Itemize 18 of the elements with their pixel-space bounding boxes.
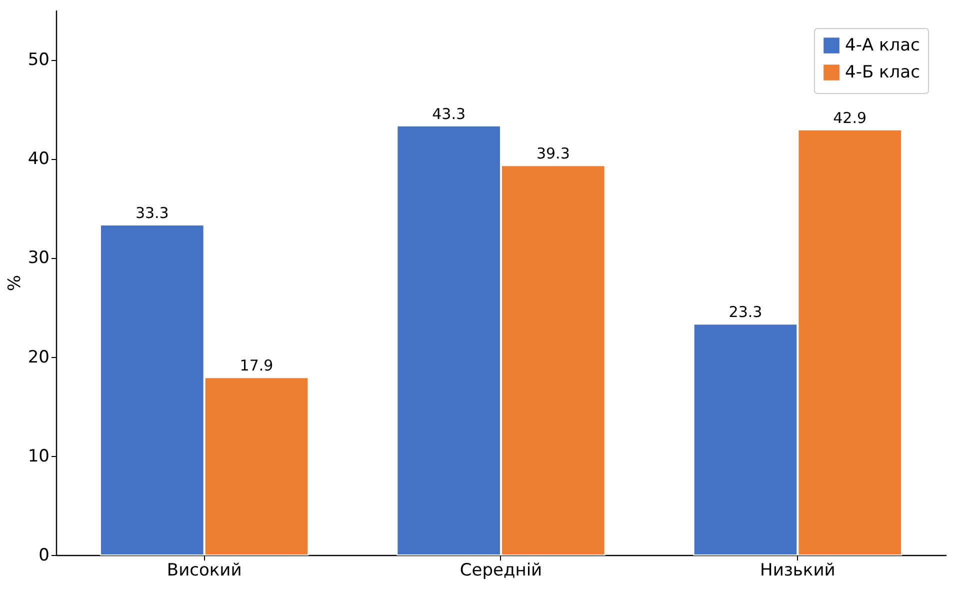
x-tick-label: Високий (166, 560, 242, 580)
data-label: 39.3 (536, 144, 570, 163)
y-tick-label: 20 (28, 347, 50, 368)
x-tick-label: Низький (760, 560, 836, 580)
y-tick-label: 0 (38, 546, 50, 566)
data-label: 23.3 (728, 303, 762, 322)
data-label: 33.3 (135, 204, 169, 222)
data-label: 43.3 (432, 104, 466, 123)
y-tick-label: 40 (28, 149, 50, 170)
y-axis-title: % (4, 274, 25, 292)
legend-label: 4-А клас (845, 36, 920, 56)
x-tick-label: Середній (460, 560, 542, 580)
data-label: 17.9 (240, 356, 274, 375)
y-tick-label: 30 (28, 248, 50, 268)
y-tick-label: 10 (28, 446, 50, 466)
legend-label: 4-Б клас (845, 62, 920, 82)
y-tick-label: 50 (28, 50, 50, 70)
data-label: 42.9 (833, 108, 867, 127)
